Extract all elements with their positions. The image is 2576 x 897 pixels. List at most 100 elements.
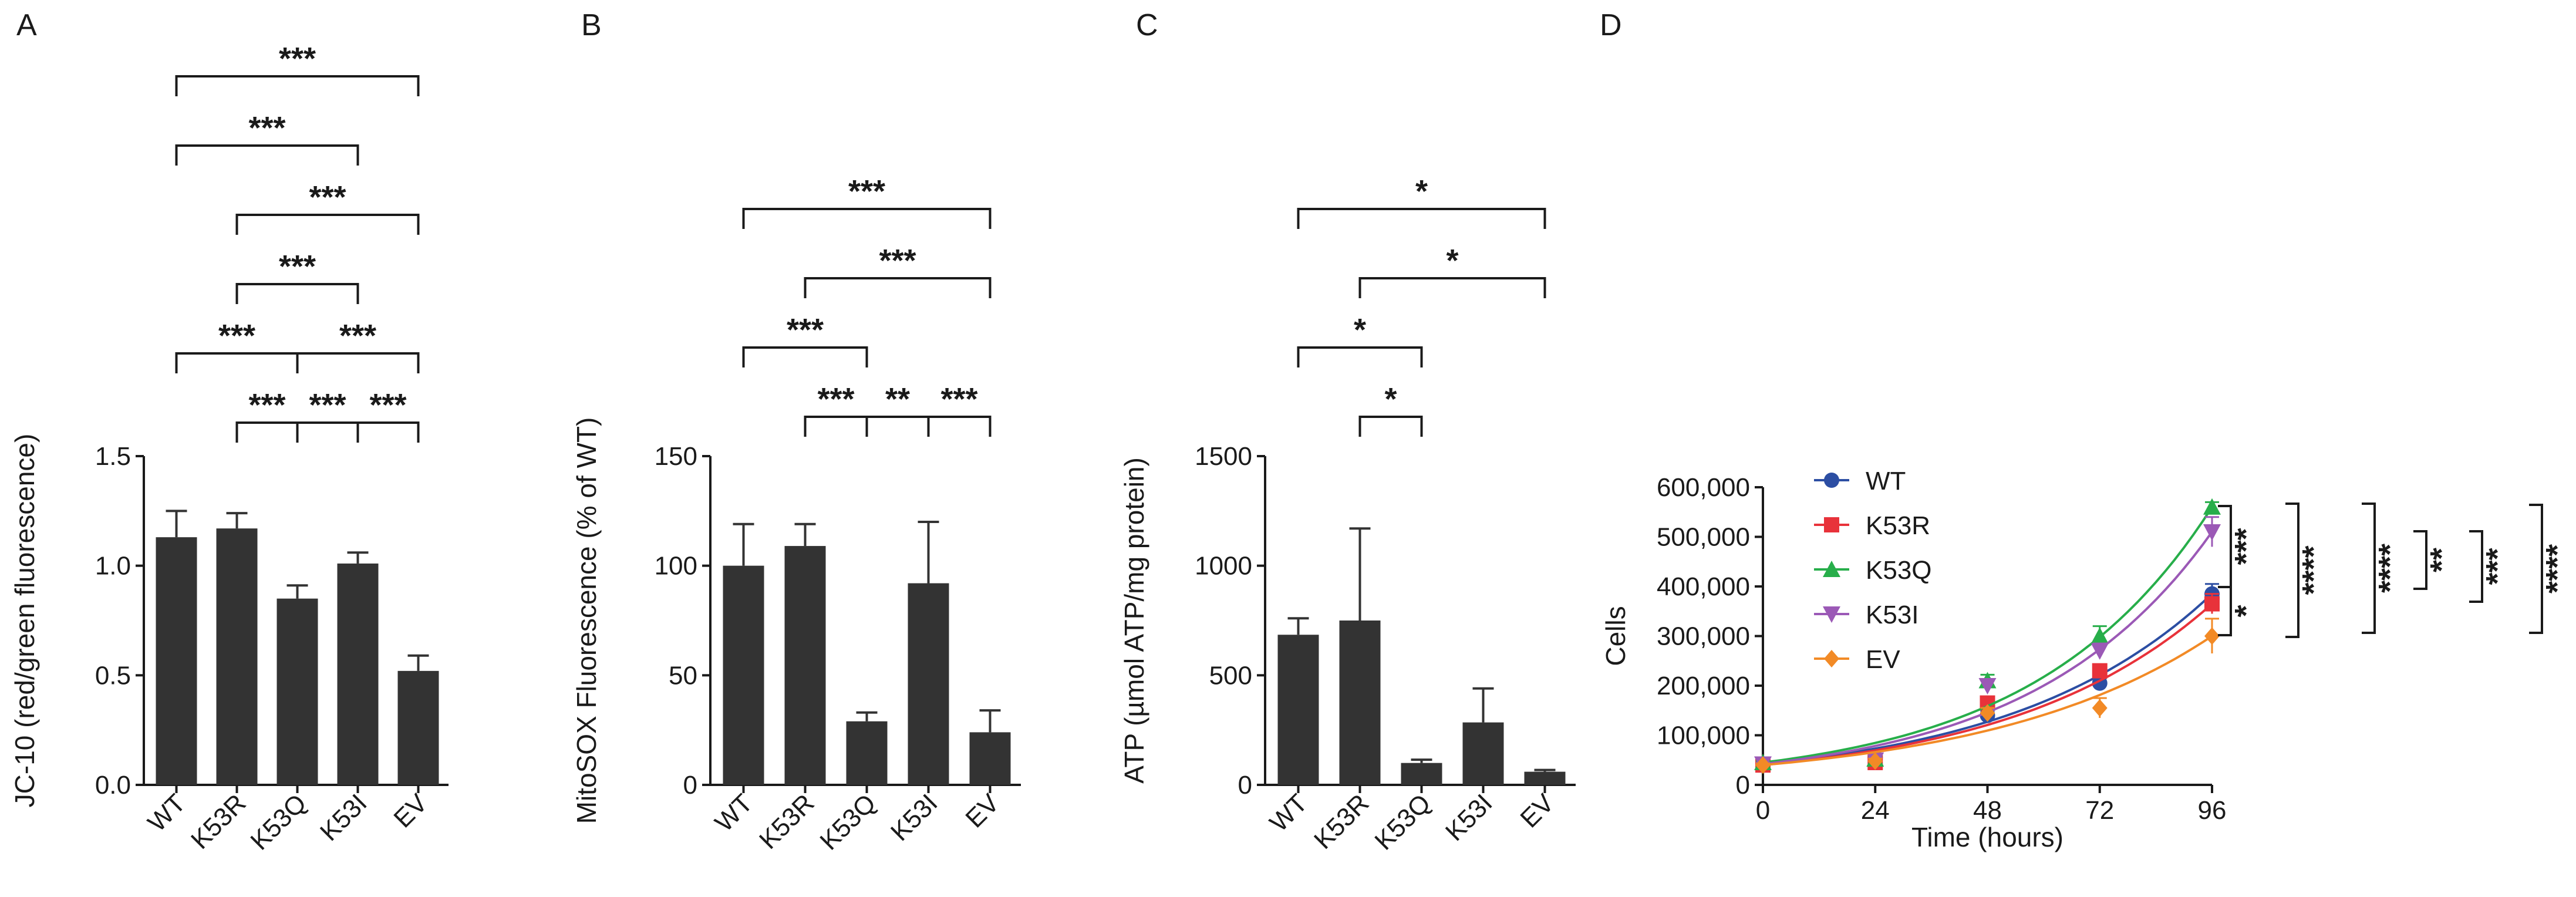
significance-label: *** — [309, 387, 346, 423]
data-point-k53r — [2092, 663, 2108, 679]
fit-curve-ev — [1762, 635, 2213, 767]
legend-marker-k53r — [1824, 517, 1839, 532]
legend-marker-k53i — [1823, 606, 1840, 623]
y-axis-title: JC-10 (red/green fluorescence) — [9, 434, 40, 808]
x-tick-label: 24 — [1861, 796, 1890, 825]
data-point-ev — [2092, 699, 2108, 717]
significance-label: * — [1384, 382, 1397, 417]
significance-bracket — [742, 208, 992, 229]
x-tick-label-k53i: K53I — [885, 788, 943, 847]
significance-label: *** — [2480, 548, 2515, 585]
data-point-k53i — [1978, 678, 1997, 694]
significance-label: *** — [339, 318, 376, 353]
significance-bracket — [235, 214, 420, 235]
legend-marker-k53q — [1823, 561, 1840, 577]
significance-bracket — [2362, 503, 2376, 634]
bar-k53q — [277, 598, 318, 785]
y-tick-label: 0 — [683, 771, 697, 800]
significance-bracket — [2529, 504, 2543, 634]
significance-label: *** — [248, 110, 285, 146]
chart-panel-d: 0 100,000 200,000 300,000 400,000 500,000 600,… — [1600, 467, 2575, 852]
significance-bracket — [296, 352, 420, 373]
significance-bracket — [2413, 530, 2427, 590]
y-tick-label: 1.5 — [95, 442, 131, 471]
x-tick-label-k53q: K53Q — [245, 788, 312, 855]
x-tick-label-k53i: K53I — [315, 788, 373, 847]
significance-label: *** — [2228, 528, 2264, 565]
x-tick-label-k53r: K53R — [186, 788, 251, 854]
significance-label: *** — [879, 243, 916, 278]
significance-bracket — [804, 277, 992, 298]
significance-bracket — [1297, 208, 1546, 229]
panel-label-d: D — [1600, 8, 1622, 42]
data-point-k53r — [2204, 596, 2220, 612]
bar-k53q — [846, 721, 888, 785]
y-tick-label: 200,000 — [1657, 672, 1750, 700]
significance-bracket — [235, 283, 359, 304]
significance-label: *** — [369, 387, 406, 423]
x-tick-label: 72 — [2085, 796, 2114, 825]
y-axis-title: ATP (µmol ATP/mg protein) — [1119, 457, 1149, 784]
significance-label: *** — [279, 41, 316, 76]
significance-label: *** — [248, 387, 285, 423]
y-tick-label: 0 — [1736, 771, 1750, 800]
x-tick-label-k53q: K53Q — [1369, 788, 1436, 855]
y-tick-label: 1500 — [1195, 442, 1252, 471]
bar-k53i — [337, 563, 379, 785]
data-point-k53i — [2203, 524, 2221, 541]
significance-bracket — [804, 416, 868, 437]
y-tick-label: 600,000 — [1657, 473, 1750, 502]
significance-bracket — [175, 352, 299, 373]
y-tick-label: 100 — [655, 552, 697, 581]
bar-wt — [1277, 635, 1319, 785]
x-tick-label: 48 — [1973, 796, 2002, 825]
data-point-ev — [1755, 756, 1771, 774]
significance-label: ** — [885, 382, 910, 417]
legend-label-k53q: K53Q — [1866, 556, 1932, 585]
y-tick-label: 1000 — [1195, 552, 1252, 581]
x-axis-title: Time (hours) — [1911, 822, 2064, 852]
y-tick-label: 150 — [655, 442, 697, 471]
significance-label: *** — [817, 382, 854, 417]
y-tick-label: 500,000 — [1657, 523, 1750, 552]
bar-k53r — [1339, 621, 1381, 785]
x-tick-label-wt: WT — [143, 788, 191, 837]
significance-label: ** — [2424, 548, 2459, 572]
bar-ev — [1524, 771, 1566, 785]
significance-bracket — [235, 421, 299, 443]
significance-bracket — [175, 144, 359, 166]
significance-bracket — [356, 421, 420, 443]
legend-label-wt: WT — [1866, 467, 1906, 495]
significance-label: *** — [309, 180, 346, 215]
data-point-k53q — [2203, 498, 2221, 515]
bar-k53r — [216, 528, 258, 785]
bar-wt — [723, 565, 764, 785]
bar-ev — [969, 732, 1011, 785]
x-tick-label: 96 — [2198, 796, 2227, 825]
significance-bracket — [1297, 346, 1423, 367]
x-tick-label-k53r: K53R — [754, 788, 820, 854]
significance-label: * — [1415, 174, 1428, 209]
significance-bracket — [742, 346, 868, 367]
chart-panel-b: 0 50 100 150 MitoSOX Fluorescence (% of WT) W… — [571, 174, 1021, 856]
legend-label-k53i: K53I — [1866, 601, 1919, 629]
significance-label: *** — [218, 318, 255, 353]
chart-panel-a: 0.0 0.5 1.0 1.5 JC-10 (red/green fluorescenc… — [9, 41, 449, 856]
significance-bracket — [1358, 277, 1546, 298]
x-tick-label-wt: WT — [1265, 788, 1313, 837]
significance-label: **** — [2296, 545, 2331, 595]
y-tick-label: 0.5 — [95, 661, 131, 690]
significance-label: *** — [848, 174, 885, 209]
legend-marker-wt — [1824, 473, 1839, 488]
bar-k53i — [1462, 722, 1504, 785]
y-tick-label: 50 — [669, 661, 697, 690]
y-axis-title: MitoSOX Fluorescence (% of WT) — [571, 417, 602, 824]
y-tick-label: 0.0 — [95, 771, 131, 800]
significance-bracket — [175, 75, 420, 96]
y-axis-title: Cells — [1600, 606, 1631, 666]
panel-label-a: A — [16, 8, 37, 42]
bar-k53r — [784, 546, 826, 785]
y-tick-label: 0 — [1238, 771, 1252, 800]
